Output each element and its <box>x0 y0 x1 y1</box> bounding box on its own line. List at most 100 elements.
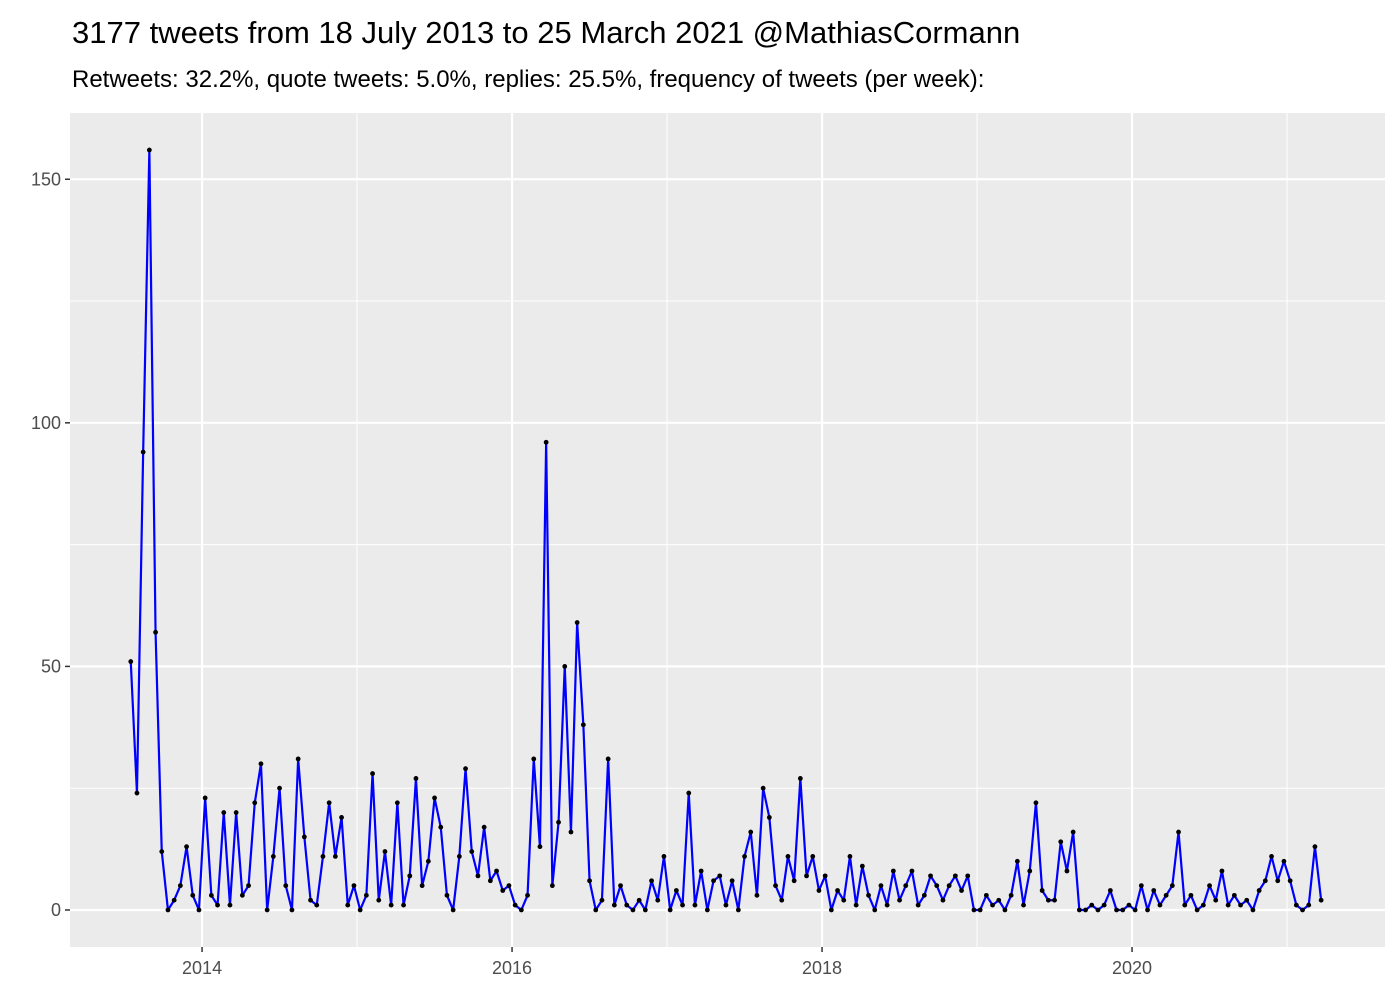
data-point <box>1027 868 1033 874</box>
data-point <box>990 902 995 908</box>
data-point <box>1306 902 1312 908</box>
data-point <box>1021 902 1026 908</box>
data-point <box>295 756 301 762</box>
data-point <box>599 897 605 903</box>
data-point <box>512 902 518 908</box>
x-tick-label: 2018 <box>802 958 842 978</box>
data-point <box>1231 892 1237 898</box>
data-point <box>494 868 499 874</box>
data-point <box>308 897 313 903</box>
data-point <box>841 897 847 903</box>
data-point <box>872 907 878 913</box>
data-point <box>1008 892 1014 898</box>
data-point <box>549 883 555 889</box>
data-point <box>233 810 239 815</box>
plot-panel <box>70 113 1385 947</box>
data-point <box>475 873 481 879</box>
data-point <box>1238 902 1243 908</box>
data-point <box>128 659 134 664</box>
data-point <box>258 761 264 767</box>
data-point <box>1225 902 1231 908</box>
data-point <box>301 834 307 840</box>
data-point <box>1256 888 1262 893</box>
data-point <box>456 853 462 859</box>
data-point <box>487 878 493 884</box>
data-point <box>438 824 444 830</box>
data-point <box>649 878 654 884</box>
data-point <box>574 620 580 625</box>
data-point <box>190 892 196 898</box>
data-point <box>921 892 927 898</box>
data-point <box>413 776 419 781</box>
data-point <box>227 902 233 908</box>
data-point <box>339 815 344 820</box>
data-point <box>1101 902 1107 908</box>
data-point <box>196 907 202 913</box>
data-point <box>897 897 902 903</box>
data-point <box>252 800 258 806</box>
data-point <box>742 853 747 859</box>
data-point <box>680 902 685 908</box>
data-point <box>847 853 853 859</box>
data-point <box>797 776 803 781</box>
data-point <box>506 883 512 889</box>
data-point <box>816 888 822 893</box>
data-point <box>1002 907 1008 913</box>
data-point <box>1287 878 1293 884</box>
data-point <box>215 902 220 908</box>
data-point <box>463 766 468 772</box>
data-point <box>822 873 828 879</box>
data-point <box>159 849 165 854</box>
data-point <box>580 722 586 728</box>
data-point <box>1157 902 1163 908</box>
data-point <box>320 853 326 859</box>
data-point <box>1300 907 1305 913</box>
data-point <box>859 863 865 869</box>
y-tick-label: 100 <box>31 413 61 433</box>
data-point <box>804 873 809 879</box>
data-point <box>717 873 723 879</box>
data-point <box>1281 858 1287 864</box>
data-point <box>828 907 834 913</box>
data-point <box>419 883 425 889</box>
x-tick-label: 2016 <box>492 958 532 978</box>
data-point <box>531 756 537 762</box>
data-point <box>587 878 592 884</box>
data-point <box>835 888 840 893</box>
data-point <box>760 785 766 791</box>
data-point <box>184 844 189 850</box>
data-point <box>1014 858 1020 864</box>
data-point <box>134 790 140 796</box>
data-point <box>202 795 208 801</box>
data-point <box>481 824 487 830</box>
data-point <box>1052 897 1057 903</box>
data-point <box>909 868 915 874</box>
data-point <box>469 849 475 854</box>
data-point <box>729 878 735 884</box>
data-point <box>314 902 320 908</box>
data-point <box>878 883 884 889</box>
data-point <box>246 883 251 889</box>
data-point <box>1194 907 1200 913</box>
data-point <box>146 147 152 153</box>
data-point <box>636 897 642 903</box>
data-point <box>791 878 797 884</box>
data-point <box>711 878 716 884</box>
data-point <box>407 873 413 879</box>
data-point <box>785 853 791 859</box>
data-point <box>1132 907 1138 913</box>
data-point <box>1213 897 1219 903</box>
data-point <box>773 883 778 889</box>
data-point <box>605 756 611 762</box>
chart-subtitle: Retweets: 32.2%, quote tweets: 5.0%, rep… <box>72 66 984 93</box>
data-point <box>1095 907 1101 913</box>
data-point <box>928 873 933 879</box>
data-point <box>624 902 630 908</box>
data-point <box>382 849 388 854</box>
data-point <box>996 897 1002 903</box>
data-point <box>1145 907 1150 913</box>
data-point <box>518 907 524 913</box>
data-point <box>1318 897 1324 903</box>
data-point <box>686 790 692 796</box>
